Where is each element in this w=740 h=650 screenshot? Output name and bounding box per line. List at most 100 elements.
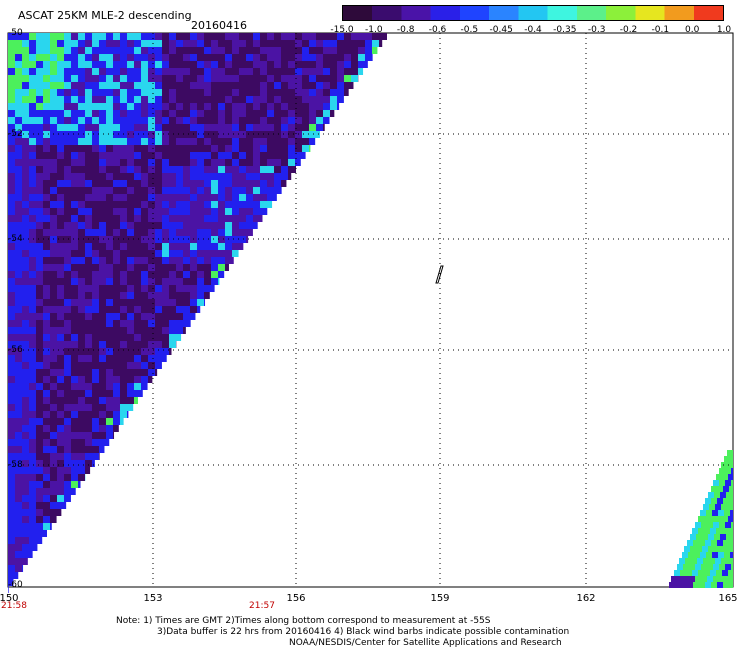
swath-cell [723, 486, 729, 492]
swath-cell [260, 201, 267, 208]
swath-cell [78, 215, 85, 222]
swath-cell [15, 173, 22, 180]
swath-cell [85, 425, 92, 432]
swath-cell [113, 152, 120, 159]
swath-cell [15, 285, 22, 292]
swath-cell [239, 208, 246, 215]
swath-cell [106, 208, 113, 215]
swath-cell [204, 103, 211, 110]
swath-cell [120, 33, 127, 40]
swath-cell [15, 75, 22, 82]
swath-cell [190, 82, 197, 89]
swath-cell [127, 68, 134, 75]
swath-cell [309, 54, 316, 61]
swath-cell [64, 320, 71, 327]
swath-cell [36, 89, 43, 96]
swath-cell [8, 145, 15, 152]
swath-cell [50, 446, 57, 453]
swath-cell [29, 33, 36, 40]
swath-cell [323, 47, 330, 54]
swath-cell [8, 208, 15, 215]
swath-cell [176, 222, 183, 229]
lon-label: 156 [286, 593, 306, 604]
swath-cell [50, 306, 57, 313]
swath-cell [8, 152, 15, 159]
swath-cell [211, 89, 218, 96]
swath-cell [8, 103, 15, 110]
swath-cell [169, 292, 176, 299]
swath-cell [337, 75, 344, 82]
swath-cell [36, 537, 43, 544]
swath-cell [85, 460, 92, 467]
swath-cell [309, 68, 316, 75]
swath-cell [78, 222, 85, 229]
swath-cell [267, 61, 274, 68]
swath-cell [141, 145, 148, 152]
swath-cell [323, 82, 330, 89]
swath-cell [728, 516, 733, 522]
swath-cell [8, 341, 15, 348]
swath-cell [50, 334, 57, 341]
swath-cell [99, 61, 106, 68]
swath-cell [92, 236, 99, 243]
swath-cell [71, 215, 78, 222]
swath-cell [232, 103, 239, 110]
swath-cell [204, 285, 211, 292]
swath-cell [267, 180, 274, 187]
swath-cell [43, 474, 50, 481]
swath-cell [288, 54, 295, 61]
swath-cell [148, 75, 155, 82]
swath-cell [197, 173, 204, 180]
swath-cell [120, 187, 127, 194]
swath-cell [148, 117, 155, 124]
swath-cell [197, 208, 204, 215]
swath-cell [684, 546, 690, 552]
swath-cell [64, 194, 71, 201]
swath-cell [183, 159, 190, 166]
swath-cell [176, 215, 183, 222]
swath-cell [113, 404, 120, 411]
swath-cell [99, 362, 106, 369]
swath-cell [337, 89, 344, 96]
swath-cell [253, 33, 260, 40]
swath-cell [85, 453, 92, 460]
swath-cell [176, 306, 183, 313]
swath-cell [57, 362, 64, 369]
swath-cell [211, 215, 218, 222]
swath-cell [176, 61, 183, 68]
swath-cell [22, 425, 29, 432]
swath-cell [204, 54, 211, 61]
swath-cell [246, 180, 253, 187]
swath-cell [704, 570, 710, 576]
swath-cell [113, 299, 120, 306]
swath-cell [176, 96, 183, 103]
swath-cell [176, 103, 183, 110]
swath-cell [169, 61, 176, 68]
swath-cell [190, 117, 197, 124]
swath-cell [134, 362, 141, 369]
swath-cell [295, 33, 302, 40]
swath-cell [169, 341, 176, 348]
swath-cell [50, 243, 57, 250]
swath-cell [78, 264, 85, 271]
swath-cell [281, 96, 288, 103]
swath-cell [36, 467, 43, 474]
swath-cell [267, 145, 274, 152]
swath-cell [127, 369, 134, 376]
swath-cell [36, 229, 43, 236]
swath-cell [113, 117, 120, 124]
swath-cell [197, 229, 204, 236]
swath-cell [71, 180, 78, 187]
swath-cell [183, 68, 190, 75]
swath-cell [141, 117, 148, 124]
swath-cell [155, 110, 162, 117]
swath-cell [50, 502, 57, 509]
swath-cell [260, 152, 267, 159]
swath-cell [78, 180, 85, 187]
swath-cell [57, 222, 64, 229]
swath-cell [232, 47, 239, 54]
swath-cell [85, 383, 92, 390]
swath-cell [204, 33, 211, 40]
swath-cell [64, 250, 71, 257]
swath-cell [183, 89, 190, 96]
